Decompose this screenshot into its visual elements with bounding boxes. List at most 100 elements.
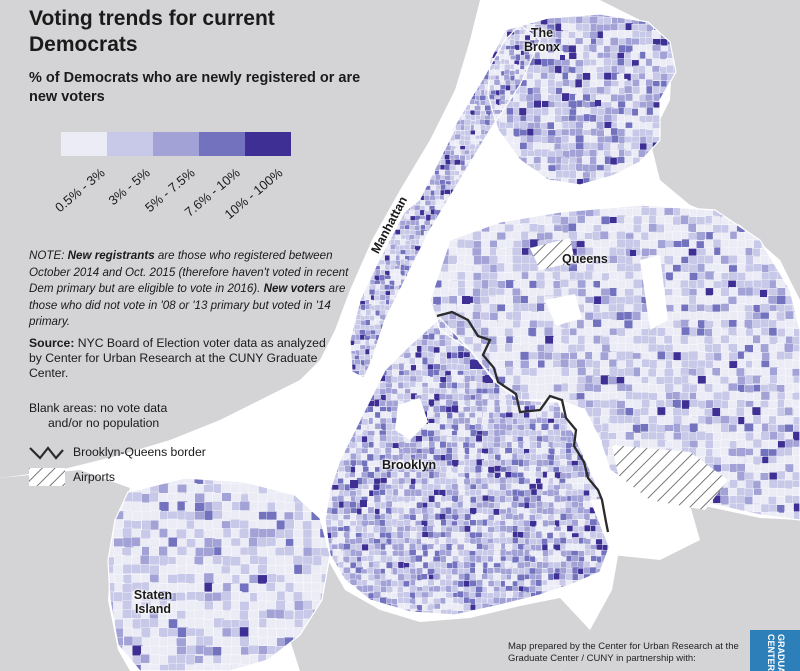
- tract-queens-914: [592, 351, 602, 361]
- tract-queens-1313: [775, 416, 786, 425]
- tract-queens-1119: [728, 382, 738, 392]
- tract-bronx-350: [582, 93, 591, 102]
- tract-bronx-517: [575, 134, 585, 144]
- tract-queens-171: [664, 223, 673, 234]
- tract-queens-795: [768, 327, 778, 337]
- tract-bronx-103: [617, 30, 626, 39]
- tract-bronx-634: [610, 164, 619, 173]
- tract-queens-684: [631, 311, 642, 321]
- tract-bronx-156: [596, 45, 605, 54]
- tract-queens-871: [625, 343, 635, 353]
- tract-queens-259: [616, 239, 627, 249]
- tract-queens-934: [752, 352, 762, 361]
- tract-manh-512: [505, 79, 511, 86]
- tract-manh-1615: [418, 219, 425, 225]
- tract-bronx-606: [609, 157, 618, 166]
- tract-manh-314: [515, 54, 521, 61]
- tract-bronx-326: [610, 86, 620, 95]
- tract-manh-1179: [439, 164, 446, 170]
- tract-queens-527: [504, 288, 514, 298]
- tract-queens-219: [672, 230, 683, 242]
- tract-queens-1111: [664, 383, 674, 393]
- tract-manh-1655: [420, 224, 426, 231]
- tract-queens-1296: [640, 415, 649, 425]
- tract-queens-760: [488, 327, 498, 337]
- tract-queens-352: [609, 255, 619, 265]
- tract-queens-1251: [657, 406, 667, 416]
- tract-queens-1096: [545, 383, 554, 393]
- tract-queens-703: [785, 310, 794, 320]
- tract-queens-967: [641, 358, 651, 369]
- tract-bronx-414: [638, 107, 646, 117]
- tract-queens-1006: [577, 367, 587, 376]
- tract-manh-1181: [449, 164, 457, 171]
- tract-queens-1015: [647, 368, 658, 378]
- tract-queens-648: [720, 303, 730, 312]
- tract-bronx-277: [660, 73, 669, 81]
- tract-queens-215: [640, 232, 650, 241]
- tract-queens-1077: [769, 375, 779, 384]
- tract-bronx-426: [526, 114, 535, 122]
- tract-queens-1024: [720, 368, 730, 377]
- tract-manh-432: [504, 69, 511, 76]
- tract-queens-366: [720, 255, 731, 265]
- tract-bronx-567: [534, 148, 542, 157]
- tract-queens-218: [664, 231, 673, 242]
- tract-queens-289: [481, 247, 490, 257]
- tract-queens-505: [704, 279, 713, 288]
- tract-manh-2803: [358, 369, 366, 376]
- tract-bronx-494: [610, 127, 619, 136]
- tract-queens-619: [489, 303, 498, 314]
- tract-queens-1299: [664, 415, 675, 426]
- tract-queens-861: [544, 343, 554, 353]
- tract-queens-730: [623, 319, 635, 329]
- tract-queens-693: [703, 312, 713, 321]
- tract-queens-334: [464, 255, 475, 266]
- tract-queens-512: [761, 279, 771, 290]
- tract-queens-1310: [752, 415, 762, 425]
- tract-queens-830: [672, 335, 682, 344]
- tract-queens-1264: [761, 407, 770, 417]
- tract-queens-960: [585, 359, 594, 368]
- tract-queens-669: [512, 311, 522, 322]
- tract-bronx-437: [603, 114, 613, 123]
- tract-bronx-152: [567, 45, 577, 54]
- tract-queens-575: [512, 295, 522, 305]
- tract-queens-1001: [536, 367, 546, 378]
- tract-manh-510: [493, 79, 501, 86]
- tract-bronx-656: [569, 169, 578, 179]
- tract-queens-571: [480, 296, 490, 305]
- tract-queens-489: [577, 279, 587, 289]
- tract-queens-953: [528, 359, 538, 369]
- tract-queens-902: [496, 351, 507, 362]
- tract-bronx-603: [589, 156, 598, 165]
- tract-queens-935: [761, 352, 770, 361]
- tract-queens-1267: [784, 407, 793, 416]
- tract-queens-966: [633, 358, 643, 369]
- tract-manh-827: [479, 119, 485, 125]
- tract-bronx-565: [520, 149, 529, 157]
- tract-bronx-604: [596, 156, 605, 165]
- tract-manh-1378: [434, 189, 440, 196]
- tract-manh-904: [464, 130, 472, 137]
- tract-queens-1268: [793, 407, 800, 418]
- tract-queens-113: [577, 214, 586, 224]
- tract-queens-387: [512, 263, 523, 273]
- tract-bronx-16: [597, 14, 607, 17]
- tract-queens-765: [527, 327, 537, 338]
- tract-queens-465: [761, 272, 771, 281]
- tract-queens-417: [753, 263, 763, 273]
- tract-queens-340: [512, 255, 522, 265]
- tract-queens-514: [775, 279, 786, 288]
- tract-queens-790: [727, 326, 737, 336]
- tract-queens-541: [616, 288, 626, 298]
- tract-queens-1021: [696, 366, 705, 377]
- tract-queens-433: [503, 272, 514, 281]
- tract-queens-697: [737, 311, 746, 321]
- tract-queens-1044: [505, 375, 514, 384]
- tract-manh-2602: [353, 344, 361, 351]
- tract-queens-1045: [512, 375, 522, 386]
- tract-manh-1380: [444, 189, 451, 195]
